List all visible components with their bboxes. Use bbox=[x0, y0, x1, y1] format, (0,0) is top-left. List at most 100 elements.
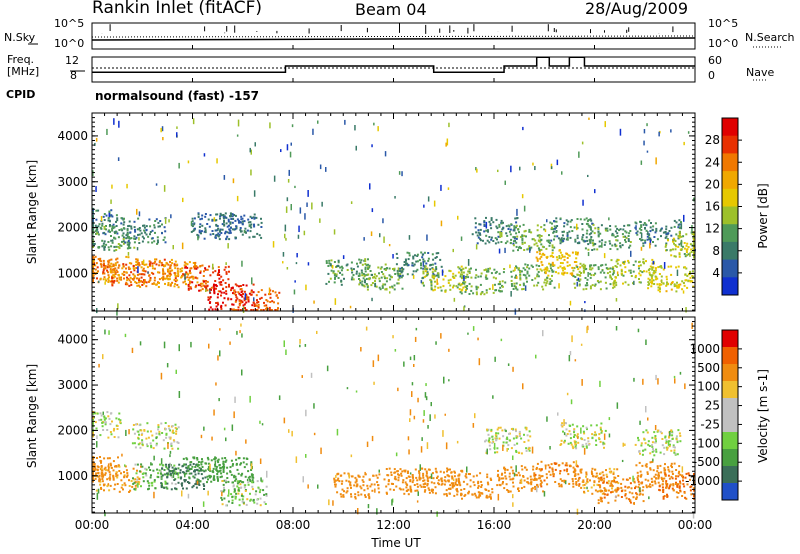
echo-cell-2-4 bbox=[489, 267, 491, 270]
echo-cell-2-1 bbox=[378, 272, 380, 275]
echo-cell-3-2 bbox=[591, 222, 594, 225]
echo-cell-2-8 bbox=[634, 274, 637, 277]
echo-cell-2-3 bbox=[430, 280, 433, 283]
echo-cell-2-3 bbox=[462, 267, 465, 270]
beam-label: Beam 04 bbox=[355, 0, 427, 19]
echo-cell-2-7 bbox=[609, 283, 612, 286]
echo-cell-0-7 bbox=[256, 309, 259, 311]
echo-cell-1-3 bbox=[569, 441, 572, 444]
echo-cell-0-4 bbox=[186, 272, 189, 275]
echo-cell-0-6 bbox=[236, 480, 239, 483]
echo-cell-0-0 bbox=[100, 461, 102, 464]
echo-cell-2-4 bbox=[466, 287, 468, 290]
echo-cell-2-6 bbox=[603, 477, 606, 480]
echo-cell-0-7 bbox=[238, 299, 241, 302]
echo-cell-0-5 bbox=[187, 285, 190, 288]
echo-cell-1-3 bbox=[229, 231, 232, 234]
echo-cell-1-4 bbox=[649, 452, 652, 455]
echo-cell-2-1 bbox=[385, 267, 388, 270]
echo-cell-2-3 bbox=[455, 285, 458, 288]
echo-cell-2-5 bbox=[572, 482, 575, 485]
scatter-cell bbox=[280, 149, 282, 153]
echo-cell-2-0 bbox=[333, 478, 336, 481]
echo-cell-0-5 bbox=[226, 472, 229, 475]
echo-cell-1-4 bbox=[222, 217, 225, 220]
echo-cell-2-7 bbox=[600, 476, 603, 479]
echo-cell-2-2 bbox=[450, 482, 453, 485]
echo-cell-2-8 bbox=[664, 474, 667, 477]
echo-cell-1-2 bbox=[156, 239, 159, 242]
echo-cell-2-0 bbox=[364, 260, 367, 263]
echo-cell-0-3 bbox=[178, 463, 181, 466]
echo-cell-2-1 bbox=[399, 273, 402, 276]
echo-cell-1-3 bbox=[204, 227, 207, 230]
echo-cell-2-3 bbox=[466, 273, 469, 276]
scatter-cell bbox=[412, 275, 415, 279]
echo-cell-0-6 bbox=[220, 304, 223, 307]
echo-cell-0-1 bbox=[97, 270, 99, 273]
echo-cell-2-8 bbox=[671, 466, 673, 469]
echo-cell-0-4 bbox=[199, 265, 202, 267]
scatter-cell bbox=[531, 446, 534, 454]
echo-cell-2-1 bbox=[384, 288, 387, 291]
echo-cell-2-6 bbox=[561, 267, 564, 270]
echo-cell-0-6 bbox=[222, 483, 225, 486]
echo-cell-0-2 bbox=[145, 468, 148, 471]
echo-cell-1-3 bbox=[594, 434, 597, 437]
echo-cell-2-6 bbox=[604, 489, 607, 492]
echo-cell-2-0 bbox=[365, 278, 368, 280]
echo-cell-3-2 bbox=[576, 242, 579, 245]
scatter-cell bbox=[382, 218, 384, 224]
echo-cell-1-1 bbox=[107, 241, 110, 243]
echo-cell-2-6 bbox=[552, 255, 555, 258]
echo-cell-1-1 bbox=[152, 439, 155, 442]
echo-cell-1-0 bbox=[116, 428, 119, 430]
echo-cell-2-1 bbox=[358, 283, 361, 286]
echo-cell-2-2 bbox=[401, 270, 404, 273]
echo-cell-2-0 bbox=[334, 479, 337, 482]
echo-cell-2-1 bbox=[397, 274, 400, 277]
echo-cell-2-6 bbox=[616, 468, 619, 471]
echo-cell-1-2 bbox=[129, 237, 132, 240]
echo-cell-2-3 bbox=[452, 485, 455, 488]
echo-cell-1-4 bbox=[637, 439, 640, 442]
echo-cell-2-7 bbox=[603, 271, 606, 274]
echo-cell-2-5 bbox=[515, 266, 518, 269]
echo-cell-2-9 bbox=[665, 278, 668, 281]
echo-cell-2-1 bbox=[395, 485, 398, 488]
echo-cell-2-3 bbox=[456, 484, 459, 486]
echo-cell-2-5 bbox=[524, 263, 527, 266]
scatter-cell bbox=[170, 214, 172, 219]
echo-cell-0-6 bbox=[233, 490, 236, 493]
echo-cell-0-4 bbox=[174, 260, 177, 263]
echo-cell-0-3 bbox=[143, 273, 146, 276]
echo-cell-2-5 bbox=[548, 466, 551, 469]
echo-cell-2-6 bbox=[536, 251, 539, 254]
echo-cell-2-4 bbox=[486, 277, 489, 280]
echo-cell-1-2 bbox=[144, 231, 147, 234]
echo-cell-2-2 bbox=[437, 479, 440, 482]
echo-cell-3-5 bbox=[690, 248, 693, 251]
echo-cell-0-5 bbox=[187, 287, 190, 290]
echo-cell-2-6 bbox=[563, 258, 566, 261]
scatter-cell bbox=[457, 215, 459, 220]
echo-cell-2-8 bbox=[619, 264, 622, 267]
echo-cell-0-6 bbox=[224, 304, 227, 307]
echo-cell-1-1 bbox=[170, 444, 173, 447]
echo-cell-0-0 bbox=[117, 456, 119, 459]
echo-cell-1-1 bbox=[170, 442, 173, 445]
scatter-cell bbox=[680, 223, 683, 230]
echo-cell-2-1 bbox=[402, 479, 405, 482]
echo-cell-2-4 bbox=[497, 469, 499, 472]
echo-cell-1-4 bbox=[229, 229, 232, 232]
echo-cell-2-6 bbox=[606, 475, 609, 478]
echo-cell-2-2 bbox=[435, 470, 438, 473]
echo-cell-1-0 bbox=[92, 418, 94, 420]
echo-cell-2-7 bbox=[574, 286, 577, 289]
echo-cell-3-0 bbox=[509, 228, 512, 231]
scatter-cell bbox=[571, 335, 573, 343]
echo-cell-3-4 bbox=[678, 243, 681, 246]
echo-cell-0-5 bbox=[187, 288, 190, 291]
echo-cell-2-7 bbox=[607, 267, 610, 270]
scatter-cell bbox=[453, 297, 456, 302]
